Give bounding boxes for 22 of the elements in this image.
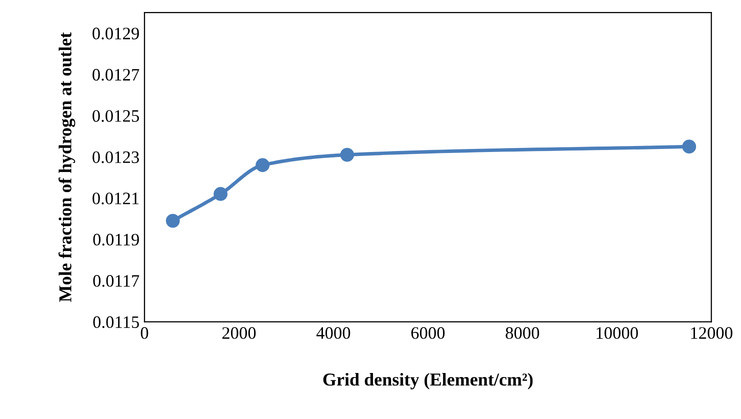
y-tick-label: 0.0115 <box>93 316 139 328</box>
x-axis-title: Grid density (Element/cm²) <box>323 372 533 390</box>
point <box>256 158 270 172</box>
x-tick-label: 8000 <box>506 327 540 339</box>
y-tick-label: 0.0123 <box>92 151 139 164</box>
x-tick-label: 0 <box>140 327 148 339</box>
y-tick-label: 0.0121 <box>92 192 139 204</box>
y-tick-label: 0.0129 <box>92 28 139 40</box>
point <box>166 214 180 228</box>
x-tick-label: 6000 <box>411 327 445 339</box>
point <box>682 140 696 154</box>
y-tick-label: 0.0125 <box>92 110 139 122</box>
y-axis-title: Mole fraction of hydrogen at outlet <box>58 32 76 302</box>
y-tick-label: 0.0117 <box>93 275 140 287</box>
y-tick-label: 0.0127 <box>92 68 140 81</box>
x-tick-label: 10000 <box>596 327 638 339</box>
point <box>340 148 354 162</box>
x-tick-label: 2000 <box>222 327 256 339</box>
y-tick-label: 0.0119 <box>93 234 139 246</box>
x-tick-label: 4000 <box>316 327 350 339</box>
x-tick-label: 12000 <box>691 327 732 339</box>
point <box>214 187 228 201</box>
